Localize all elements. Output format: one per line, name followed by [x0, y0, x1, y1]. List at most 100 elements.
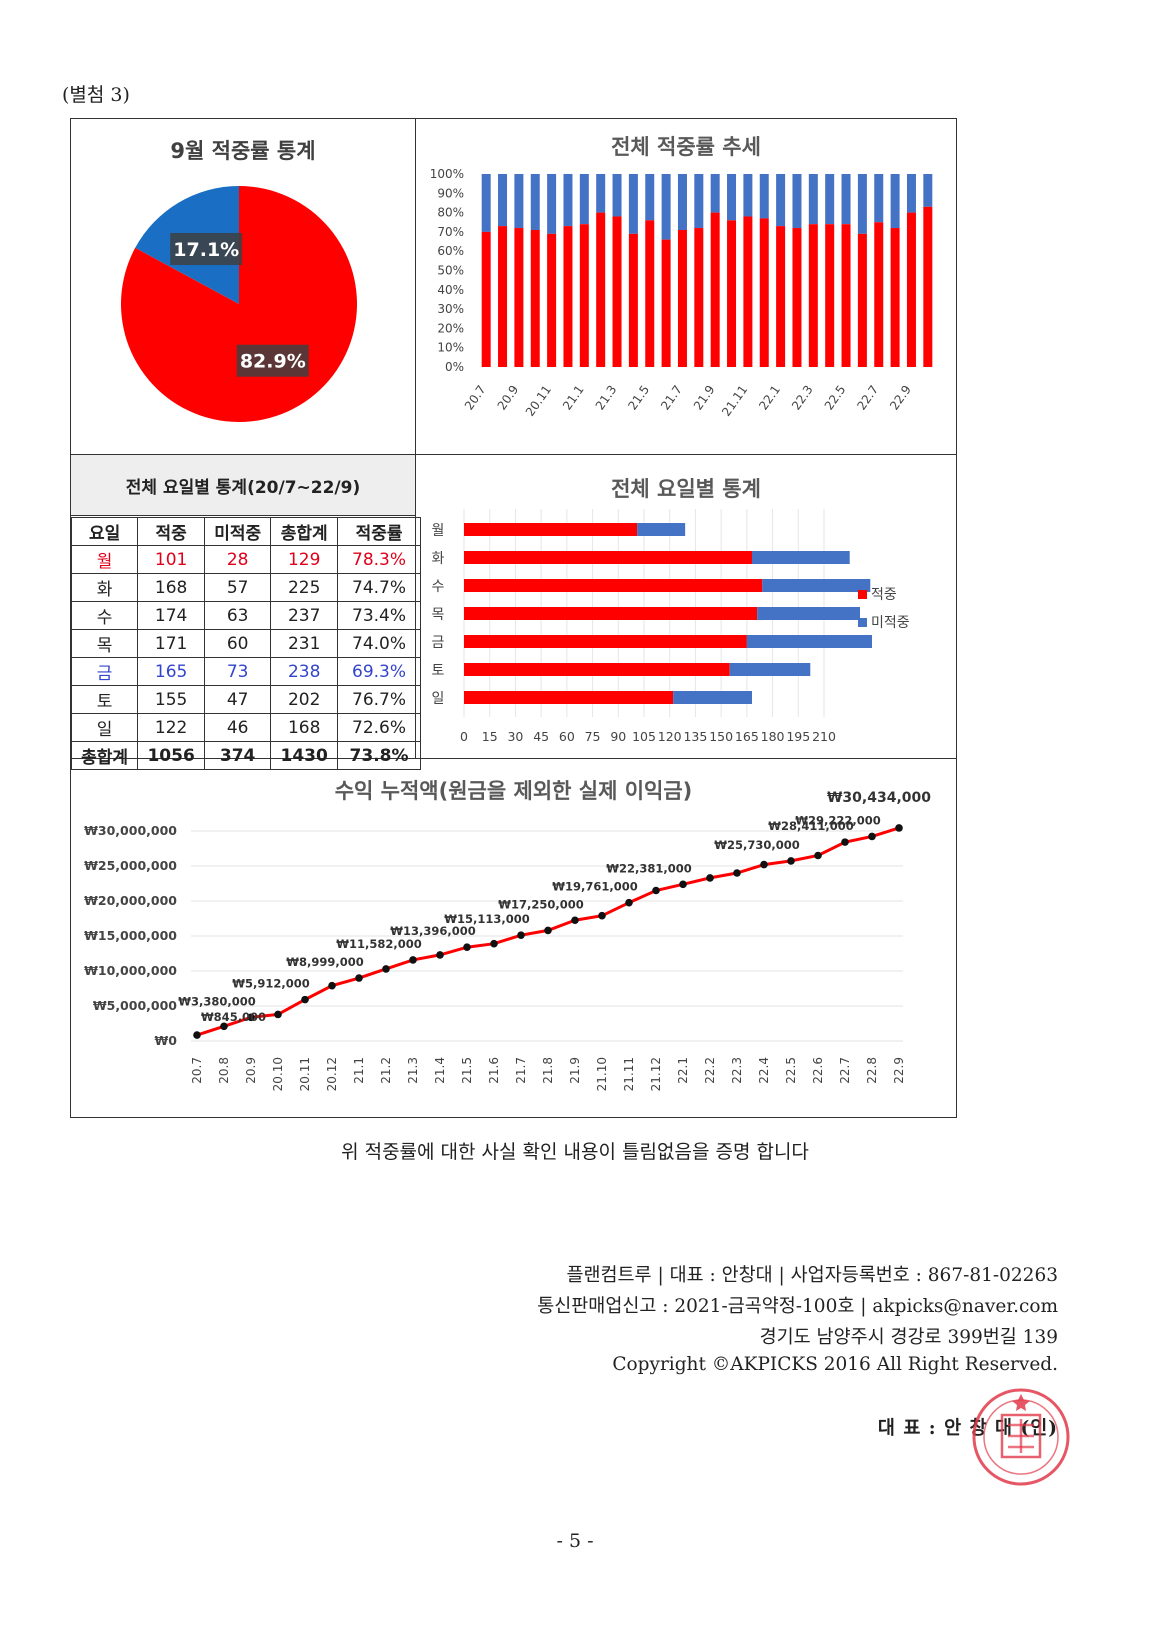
trend-x-label: 22.5	[822, 383, 849, 413]
trend-miss-bar	[710, 174, 720, 213]
pie-label-box	[236, 344, 309, 377]
profit-data-point	[814, 851, 822, 860]
table-cell: 165	[137, 657, 206, 686]
profit-data-point	[436, 951, 444, 959]
weekday-table: 요일 적중 미적중 총합계 적중률 월 101 28 129 78.3% 화 168 57 22…	[70, 517, 421, 770]
weekday-category-label: 토	[432, 663, 445, 679]
weekday-hit-bar	[464, 663, 730, 676]
trend-y-tick: 80%	[437, 206, 464, 220]
profit-data-point	[868, 832, 876, 841]
trend-y-tick: 90%	[437, 186, 464, 200]
trend-x-label: 21.11	[719, 383, 750, 419]
profit-x-label: 21.6	[487, 1057, 501, 1084]
table-row: 월 101 28 129 78.3%	[70, 545, 421, 574]
trend-x-label: 22.7	[854, 383, 881, 413]
profit-data-label: ₩19,761,000	[552, 880, 637, 894]
legend-swatch	[858, 590, 867, 599]
header-cell: 미적중	[204, 517, 272, 546]
table-cell: 46	[204, 713, 272, 742]
weekday-miss-bar	[746, 635, 872, 648]
table-cell: 금	[70, 657, 139, 686]
profit-data-point	[625, 898, 633, 907]
profit-data-point	[706, 874, 714, 882]
profit-data-point	[733, 869, 741, 877]
profit-data-point	[895, 824, 903, 832]
table-row: 금 165 73 238 69.3%	[70, 657, 421, 686]
weekday-miss-bar	[673, 691, 752, 704]
certification-text: 위 적중률에 대한 사실 확인 내용이 틀림없음을 증명 합니다	[341, 1141, 809, 1163]
trend-miss-bar	[808, 174, 818, 225]
table-cell: 47	[204, 685, 272, 714]
profit-data-label: ₩3,380,000	[178, 994, 255, 1008]
profit-y-tick: ₩5,000,000	[93, 998, 177, 1013]
trend-x-label: 21.3	[593, 383, 620, 413]
profit-x-label: 21.12	[649, 1057, 663, 1091]
profit-x-label: 22.7	[838, 1057, 852, 1084]
profit-data-point	[463, 943, 471, 952]
table-cell: 28	[204, 545, 272, 574]
trend-x-label: 21.7	[658, 383, 685, 413]
table-cell: 374	[204, 741, 272, 770]
profit-data-point	[760, 860, 768, 869]
trend-chart: 100%90%80%70%60%50%40%30%20%10%0%20.7 20.…	[430, 167, 933, 419]
trend-miss-bar	[579, 174, 589, 225]
trend-x-label: 21.5	[625, 383, 652, 413]
trend-miss-bar	[563, 174, 573, 227]
trend-x-label: 21.1	[560, 383, 587, 413]
profit-data-point	[301, 995, 309, 1004]
table-cell: 목	[70, 629, 139, 658]
profit-data-point	[571, 916, 579, 925]
weekday-chart-title: 전체 요일별 통계	[611, 477, 761, 501]
profit-data-point	[490, 939, 498, 948]
profit-data-point	[517, 931, 525, 940]
header-cell: 총합계	[270, 517, 339, 546]
trend-hit-bar	[792, 228, 802, 367]
trend-x-label: 20.7	[462, 383, 489, 413]
profit-data-label: ₩13,396,000	[390, 924, 475, 938]
trend-x-label: 20.9	[495, 383, 522, 413]
table-cell: 73.8%	[337, 741, 421, 770]
profit-data-point	[355, 974, 363, 982]
page-number: - 5 -	[556, 1530, 594, 1552]
pie-data-label: 82.9%	[240, 351, 306, 373]
profit-data-label: ₩28,411,000	[768, 819, 853, 833]
trend-hit-bar	[547, 233, 557, 367]
weekday-x-tick: 45	[533, 729, 549, 744]
table-cell: 168	[270, 713, 339, 742]
weekday-x-tick: 60	[559, 729, 575, 744]
trend-hit-bar	[825, 224, 835, 367]
footer-copyright-line: Copyright ©AKPICKS 2016 All Right Reserv…	[612, 1354, 1058, 1375]
trend-miss-bar	[677, 174, 687, 230]
profit-data-label: ₩8,999,000	[286, 955, 363, 969]
trend-miss-bar	[890, 174, 900, 229]
weekday-hit-bar	[464, 579, 763, 592]
trend-miss-bar	[645, 174, 655, 221]
representative-line: 대 표 : 안 창 대 (인)	[877, 1418, 1058, 1439]
table-cell: 202	[270, 685, 339, 714]
weekday-category-label: 목	[432, 607, 445, 623]
weekday-x-tick: 195	[786, 729, 810, 744]
trend-hit-bar	[579, 224, 589, 367]
table-cell: 57	[204, 573, 272, 602]
weekday-hit-bar	[464, 635, 747, 648]
legend-label: 적중	[871, 587, 897, 603]
weekday-hit-bar	[464, 551, 752, 564]
profit-x-label: 22.6	[811, 1057, 825, 1084]
profit-y-tick: ₩30,000,000	[84, 823, 177, 838]
trend-miss-bar	[727, 174, 737, 221]
profit-x-label: 20.12	[325, 1057, 339, 1091]
trend-hit-bar	[530, 229, 540, 367]
profit-data-point	[193, 1031, 201, 1039]
profit-x-label: 21.1	[352, 1057, 366, 1084]
profit-x-label: 20.7	[190, 1057, 204, 1084]
weekday-miss-bar	[757, 607, 860, 620]
profit-x-label: 20.10	[271, 1057, 285, 1091]
table-cell: 1056	[137, 741, 206, 770]
profit-x-label: 21.7	[514, 1057, 528, 1084]
weekday-x-tick: 15	[482, 729, 498, 744]
trend-miss-bar	[857, 174, 867, 234]
profit-data-point	[679, 880, 687, 889]
trend-hit-bar	[645, 220, 655, 367]
trend-hit-bar	[612, 216, 622, 367]
weekday-x-tick: 165	[735, 729, 759, 744]
